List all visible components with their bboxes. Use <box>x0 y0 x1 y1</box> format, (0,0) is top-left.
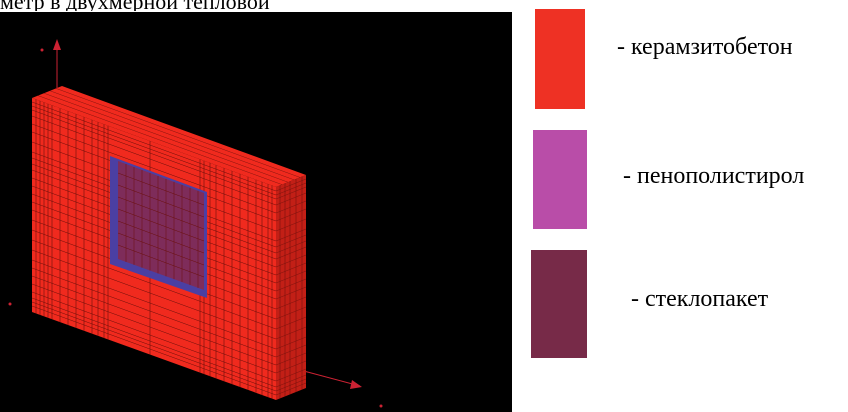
mesh-line <box>31 115 277 206</box>
mesh-line <box>275 240 307 254</box>
axis-marker <box>40 48 44 52</box>
legend-swatch-keramzitobeton <box>535 9 585 109</box>
mesh-line <box>117 196 205 230</box>
axis-z-arrowhead <box>53 39 61 50</box>
mesh-line <box>275 306 307 320</box>
mesh-line <box>275 374 307 388</box>
mesh-line <box>31 283 277 374</box>
mesh-line <box>117 220 205 254</box>
header-text-fragment: метр в двухмерной тепловой <box>0 0 520 11</box>
mesh-line <box>31 275 277 366</box>
legend-label-keramzitobeton: - керамзитобетон <box>617 34 793 60</box>
mesh-line <box>275 326 307 340</box>
axis-marker <box>379 404 383 408</box>
axis-x-arrowhead <box>350 380 362 389</box>
mesh-line <box>275 182 307 196</box>
mesh-line <box>275 218 307 232</box>
axis-x <box>299 369 361 387</box>
mesh-line <box>275 228 307 242</box>
wall-mesh-diagram <box>8 39 383 408</box>
mesh-line <box>31 101 277 192</box>
mesh-line <box>31 305 277 396</box>
mesh-line <box>275 360 307 374</box>
legend-swatch-penopolistirol <box>533 130 587 229</box>
mesh-line <box>275 200 307 214</box>
mesh-line <box>117 172 205 206</box>
mesh-line <box>117 244 205 278</box>
mesh-line <box>275 336 307 350</box>
mesh-line <box>275 234 307 248</box>
wall-3d-render <box>0 12 512 412</box>
mesh-line <box>275 316 307 330</box>
mesh-line <box>275 178 307 192</box>
wall-side-face <box>276 175 306 400</box>
wall-top-face <box>32 86 306 187</box>
mesh-line <box>31 259 277 350</box>
mesh-line <box>275 286 307 300</box>
axis-marker <box>8 302 12 306</box>
legend-label-penopolistirol: - пенополистирол <box>623 163 805 189</box>
mesh-line <box>117 208 205 242</box>
mesh-line <box>275 186 307 200</box>
mesh-line <box>117 184 205 218</box>
mesh-line <box>43 93 289 183</box>
mesh-line <box>37 95 283 185</box>
mesh-line <box>49 90 295 180</box>
mesh-line <box>275 192 307 206</box>
mesh-line <box>275 208 307 222</box>
mesh-line <box>31 239 277 330</box>
mesh-line <box>275 378 307 392</box>
mesh-line <box>31 291 277 382</box>
mesh-line <box>275 246 307 260</box>
mesh-line <box>275 352 307 366</box>
mesh-line <box>275 296 307 310</box>
mesh-line <box>117 232 205 266</box>
mesh-line <box>275 382 307 396</box>
mesh-line <box>275 254 307 268</box>
legend-label-steklopaket: - стеклопакет <box>631 286 769 312</box>
window-mesh-lines <box>117 163 205 288</box>
wall-mesh-lines <box>31 88 307 399</box>
mesh-line <box>275 262 307 276</box>
mesh-line <box>275 278 307 292</box>
mesh-line <box>275 270 307 284</box>
mesh-line <box>31 301 277 392</box>
mesh-line <box>31 249 277 340</box>
legend-swatch-steklopaket <box>531 250 587 358</box>
mesh-line <box>31 297 277 388</box>
mesh-line <box>31 123 277 214</box>
mesh-line <box>31 105 277 196</box>
mesh-line <box>275 368 307 382</box>
window <box>110 156 207 298</box>
mesh-line <box>31 267 277 358</box>
mesh-line <box>55 88 301 178</box>
mesh-line <box>31 109 277 200</box>
coordinate-axes <box>8 39 383 408</box>
mesh-line <box>275 344 307 358</box>
